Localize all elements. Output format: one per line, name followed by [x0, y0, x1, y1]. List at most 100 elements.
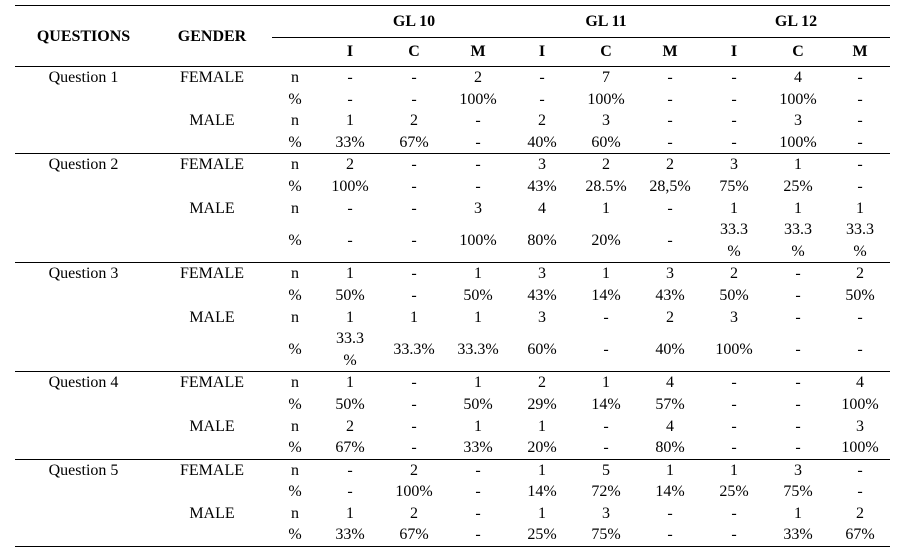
table-row: Question 2 FEMALE n 2- -3 2 2 3 1-: [15, 153, 891, 176]
value-cell: -: [667, 90, 673, 108]
value-cell: -: [830, 458, 891, 482]
value-cell: 25%: [510, 524, 574, 547]
gender-cell: [152, 394, 272, 416]
value-cell: -: [731, 90, 737, 108]
type-cell: %: [288, 483, 302, 501]
value-cell: 1: [730, 199, 739, 217]
value-cell: 67%: [335, 439, 365, 457]
value-cell: -: [411, 177, 417, 195]
value-cell: -: [475, 483, 481, 501]
subcol-header: M: [446, 37, 510, 67]
value-cell: 67%: [830, 524, 891, 547]
value-cell: -: [857, 483, 863, 501]
value-cell: 100%: [841, 395, 879, 413]
value-cell: 40%: [655, 340, 685, 358]
value-cell: 14%: [527, 483, 557, 501]
value-cell: 100%: [779, 90, 817, 108]
value-cell: -: [347, 483, 353, 501]
value-cell: 4: [666, 417, 674, 435]
value-cell: -: [382, 153, 446, 176]
type-cell: n: [272, 371, 318, 394]
type-cell: n: [291, 199, 299, 217]
question-cell: [15, 132, 152, 154]
table-row: MALE n 2 - 1 1 - 4 - - 3: [15, 416, 890, 438]
table-row: % - 100% - 14% 72% 14% 25% 75% -: [15, 481, 890, 503]
value-cell: 20%: [591, 231, 621, 249]
question-cell: Question 1: [48, 69, 119, 86]
gender-cell: [152, 285, 272, 307]
value-cell: -: [475, 112, 481, 130]
value-cell: 4: [638, 371, 703, 394]
value-cell: 100%: [395, 483, 433, 501]
value-cell: 100%: [841, 439, 879, 457]
question-cell: [15, 328, 152, 372]
value-cell: 72%: [591, 483, 621, 501]
value-cell: 1: [410, 308, 418, 326]
value-cell: 29%: [527, 395, 557, 413]
value-cell: 1: [510, 458, 574, 482]
value-cell: -: [731, 395, 737, 413]
gender-cell: FEMALE: [152, 458, 272, 482]
table-row: % 100% - - 43% 28.5% 28,5% 75% 25% -: [15, 176, 890, 198]
value-cell: -: [475, 133, 481, 151]
value-cell: -: [857, 340, 863, 358]
value-cell: 33.3%: [457, 340, 499, 358]
value-cell: -: [667, 112, 673, 130]
value-cell: 1: [638, 458, 703, 482]
value-cell: 5: [574, 458, 638, 482]
subcol-header: C: [574, 37, 638, 67]
gender-cell: [152, 132, 272, 154]
gender-cell: FEMALE: [152, 153, 272, 176]
value-cell: -: [347, 231, 353, 249]
value-cell: 80%: [655, 439, 685, 457]
value-cell: 20%: [527, 439, 557, 457]
value-cell: 3: [602, 504, 610, 522]
value-cell: -: [731, 417, 737, 435]
value-cell: -: [731, 133, 737, 151]
question-cell: [15, 285, 152, 307]
value-cell: -: [795, 417, 801, 435]
value-cell: 3: [856, 417, 865, 435]
value-cell: -: [702, 371, 767, 394]
value-cell: 1: [794, 199, 803, 217]
gender-cell: FEMALE: [152, 371, 272, 394]
table-row: % 67% - 33% 20% - 80% - - 100%: [15, 437, 890, 459]
value-cell: 33%: [335, 133, 365, 151]
value-cell: 4: [794, 69, 803, 86]
subcol-header: C: [766, 37, 831, 67]
question-cell: [15, 89, 152, 111]
value-cell: 100%: [459, 90, 497, 108]
value-cell: 50%: [463, 286, 493, 304]
value-cell: 3: [510, 262, 574, 285]
value-cell: 25%: [719, 483, 749, 501]
gender-cell: MALE: [189, 199, 235, 217]
question-cell: [15, 307, 152, 329]
value-cell: -: [603, 308, 609, 326]
gender-cell: [152, 219, 272, 263]
value-cell: 1: [602, 199, 610, 217]
value-cell: 100%: [779, 133, 817, 151]
value-cell: 43%: [527, 286, 557, 304]
value-cell: -: [382, 262, 446, 285]
table-row: MALE n 1 1 1 3 - 2 3 - -: [15, 307, 890, 329]
gender-cell: MALE: [189, 112, 235, 130]
value-cell: 2: [702, 262, 767, 285]
value-cell: -: [795, 340, 801, 358]
value-cell: 1: [346, 308, 354, 326]
table-row: Question 3 FEMALE n 1-1 3 1 3 2-2: [15, 262, 891, 285]
table-row: % - - 100% 80% 20% - 33.3% 33.3% 33.3%: [15, 219, 890, 263]
gender-cell: [152, 328, 272, 372]
value-cell: 33.3%: [846, 221, 875, 260]
question-cell: Question 5: [15, 458, 152, 482]
question-cell: Question 4: [15, 371, 152, 394]
value-cell: 33%: [766, 524, 831, 547]
value-cell: 28.5%: [585, 177, 627, 195]
value-cell: 3: [702, 153, 767, 176]
value-cell: 1: [574, 371, 638, 394]
type-cell: n: [291, 308, 299, 326]
value-cell: -: [857, 69, 863, 86]
value-cell: 14%: [655, 483, 685, 501]
type-cell: %: [288, 286, 302, 304]
value-cell: 75%: [574, 524, 638, 547]
value-cell: 2: [666, 308, 674, 326]
